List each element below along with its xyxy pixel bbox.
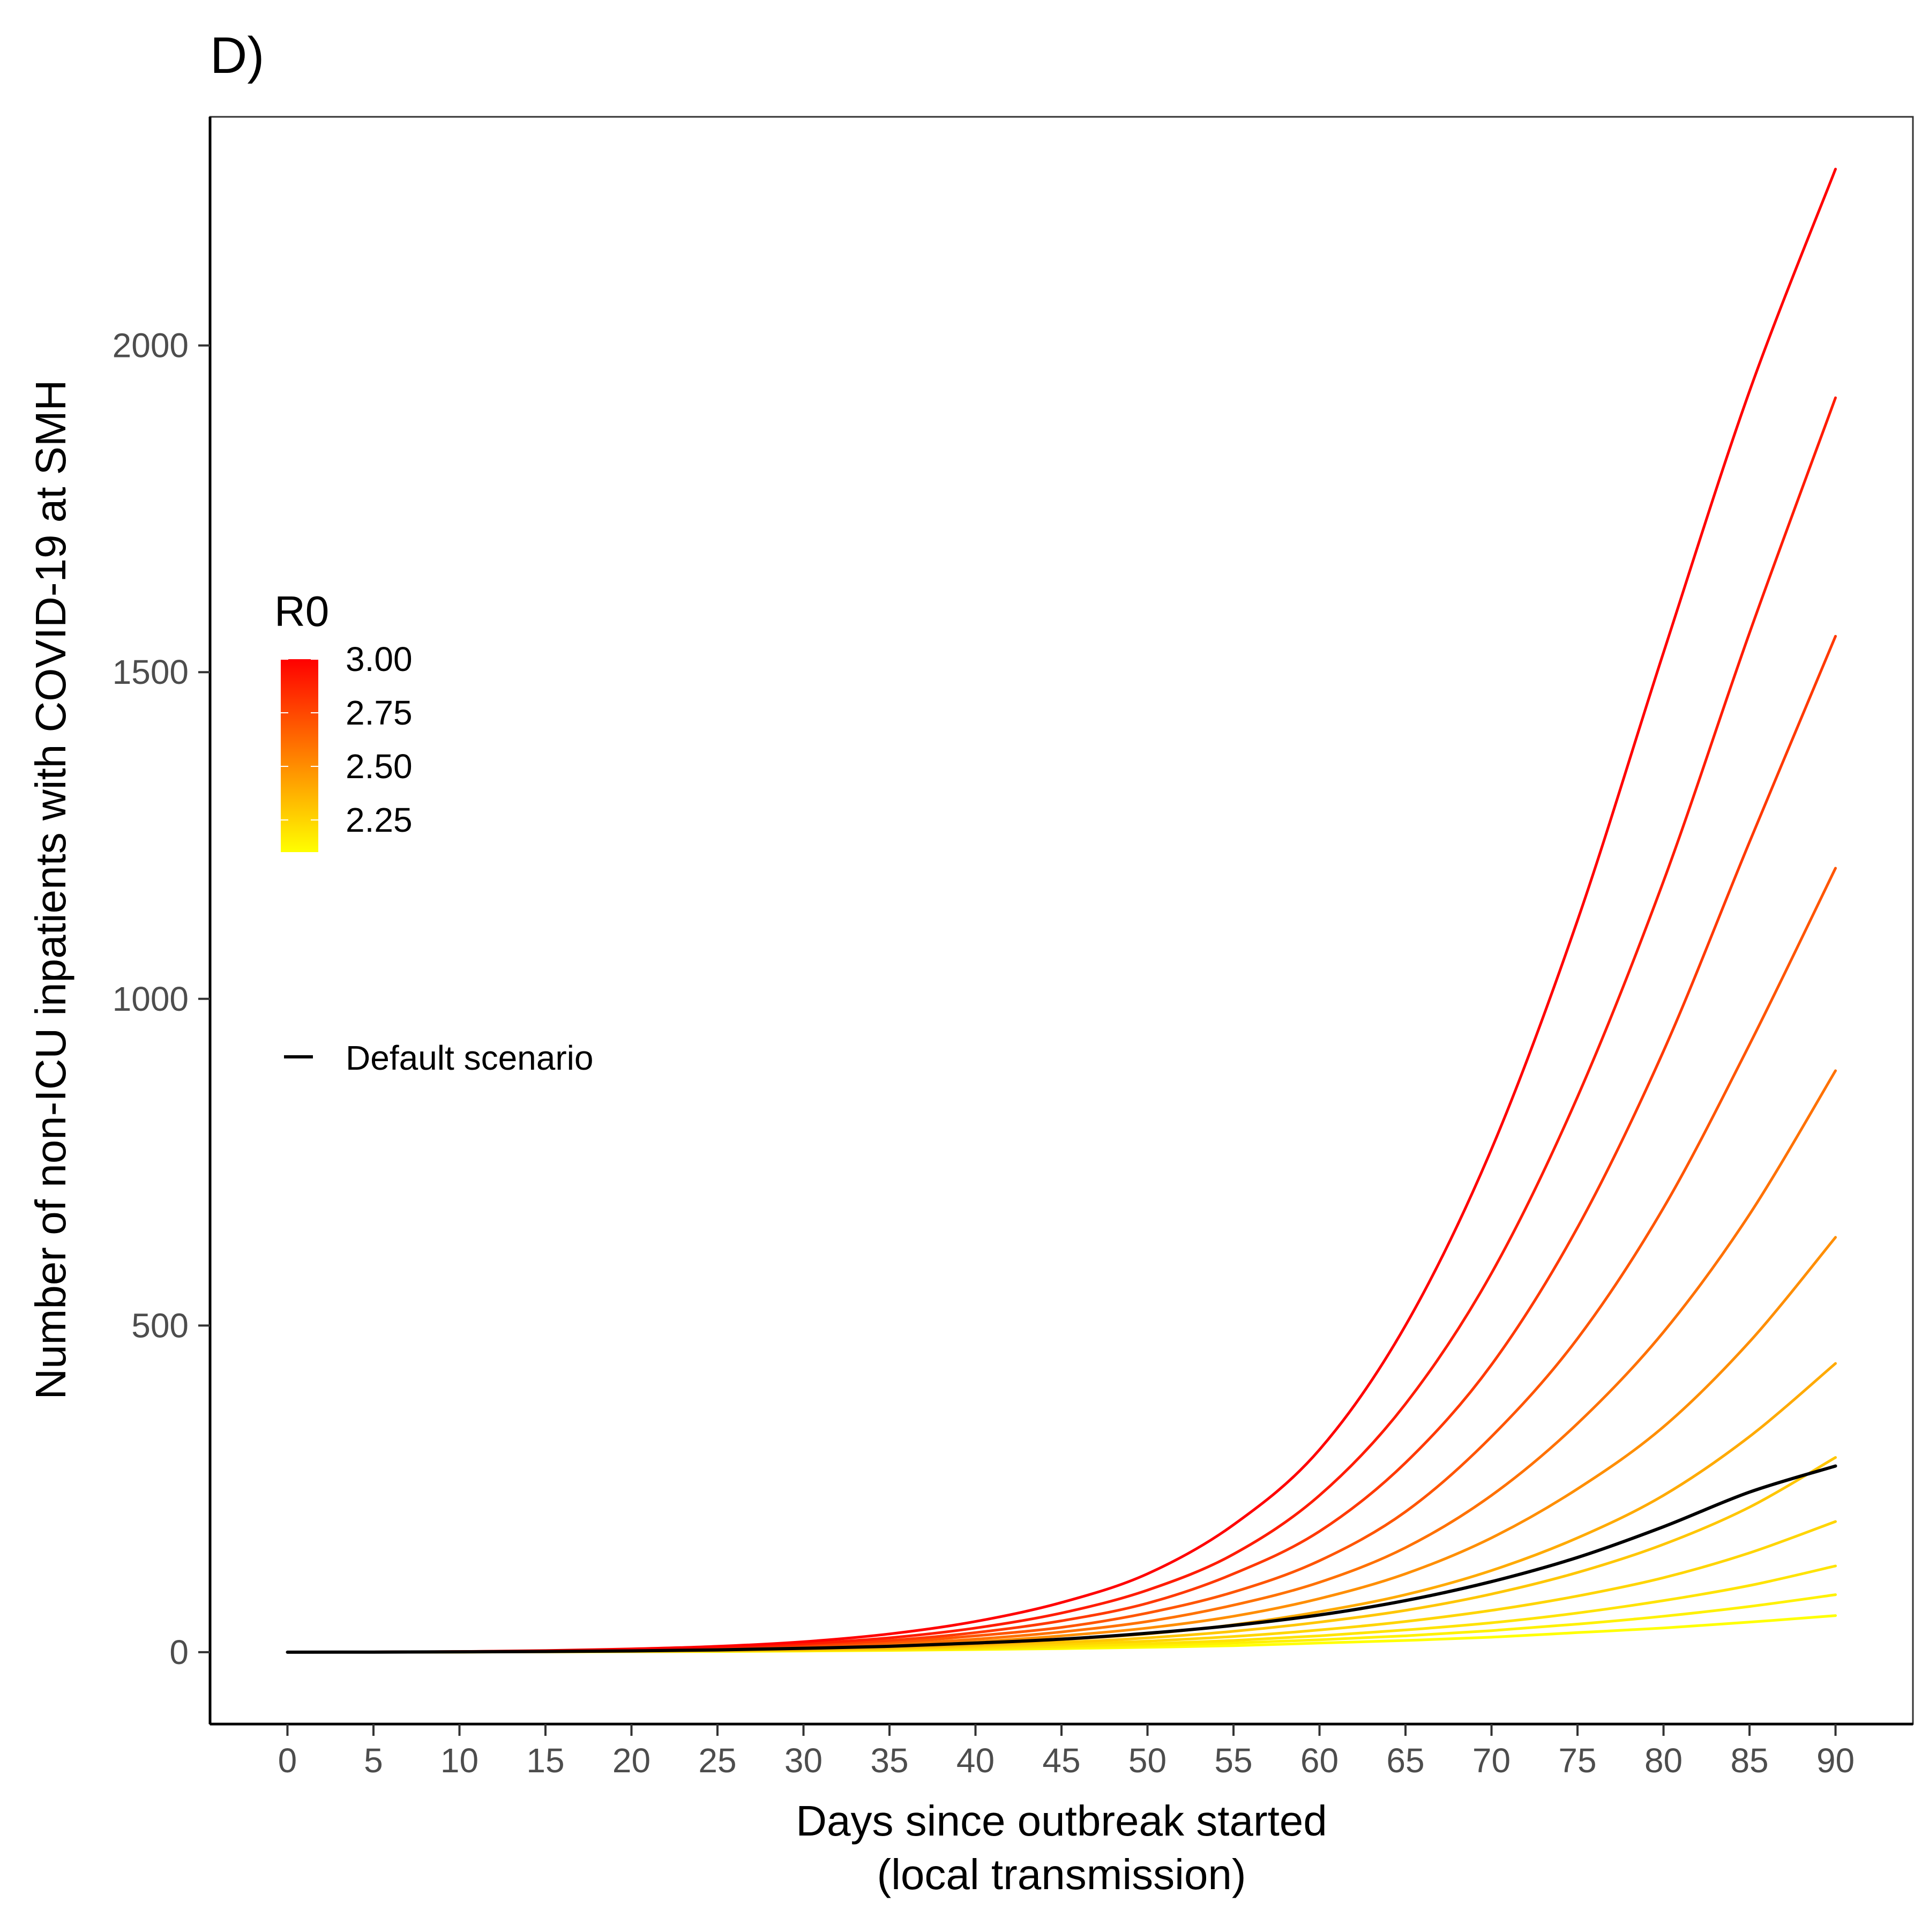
colorbar-tick-label: 3.00 [346,640,413,678]
x-tick-label: 20 [612,1741,651,1780]
x-tick-label: 30 [784,1741,823,1780]
y-tick-label: 1000 [113,980,189,1018]
y-tick-label: 2000 [113,326,189,365]
x-tick-label: 85 [1730,1741,1768,1780]
x-tick-label: 70 [1472,1741,1511,1780]
y-tick-label: 1500 [113,653,189,691]
x-tick-label: 35 [870,1741,908,1780]
colorbar-tick-label: 2.50 [346,747,413,786]
series-line-default-scenario [286,1464,1837,1654]
x-axis: 0 5 10 15 20 25 30 35 40 45 50 55 60 65 70 75 80 85 90 [210,1722,1913,1780]
y-tick-label: 500 [131,1306,189,1345]
series-lines [286,168,1837,1654]
x-tick-label: 25 [698,1741,736,1780]
colorbar [281,659,318,852]
x-tick-label: 0 [278,1741,297,1780]
legend-title: R0 [274,587,329,635]
x-tick-label: 5 [364,1741,383,1780]
y-tick-label: 0 [169,1633,189,1672]
x-axis-title-line-1: Days since outbreak started [796,1797,1327,1845]
legend: R0 3.00 2.75 2.50 2.25 Default scenario [274,587,593,1077]
x-tick-label: 90 [1816,1741,1855,1780]
y-axis: 0 500 1000 1500 2000 [113,117,212,1724]
x-tick-label: 40 [956,1741,995,1780]
x-tick-label: 45 [1042,1741,1080,1780]
x-tick-label: 50 [1128,1741,1167,1780]
colorbar-ticks: 3.00 2.75 2.50 2.25 [281,640,413,839]
y-axis-title: Number of non-ICU inpatients with COVID-… [27,380,74,1400]
colorbar-tick-label: 2.75 [346,693,413,732]
x-tick-label: 80 [1644,1741,1683,1780]
x-tick-label: 65 [1386,1741,1424,1780]
default-scenario-label: Default scenario [346,1039,593,1077]
colorbar-tick-label: 2.25 [346,801,413,839]
x-tick-label: 60 [1300,1741,1339,1780]
x-axis-title-line-2: (local transmission) [877,1851,1246,1898]
panel-title: D) [210,27,264,84]
x-tick-label: 75 [1558,1741,1596,1780]
x-tick-label: 10 [440,1741,478,1780]
x-tick-label: 15 [526,1741,564,1780]
x-tick-label: 55 [1214,1741,1252,1780]
